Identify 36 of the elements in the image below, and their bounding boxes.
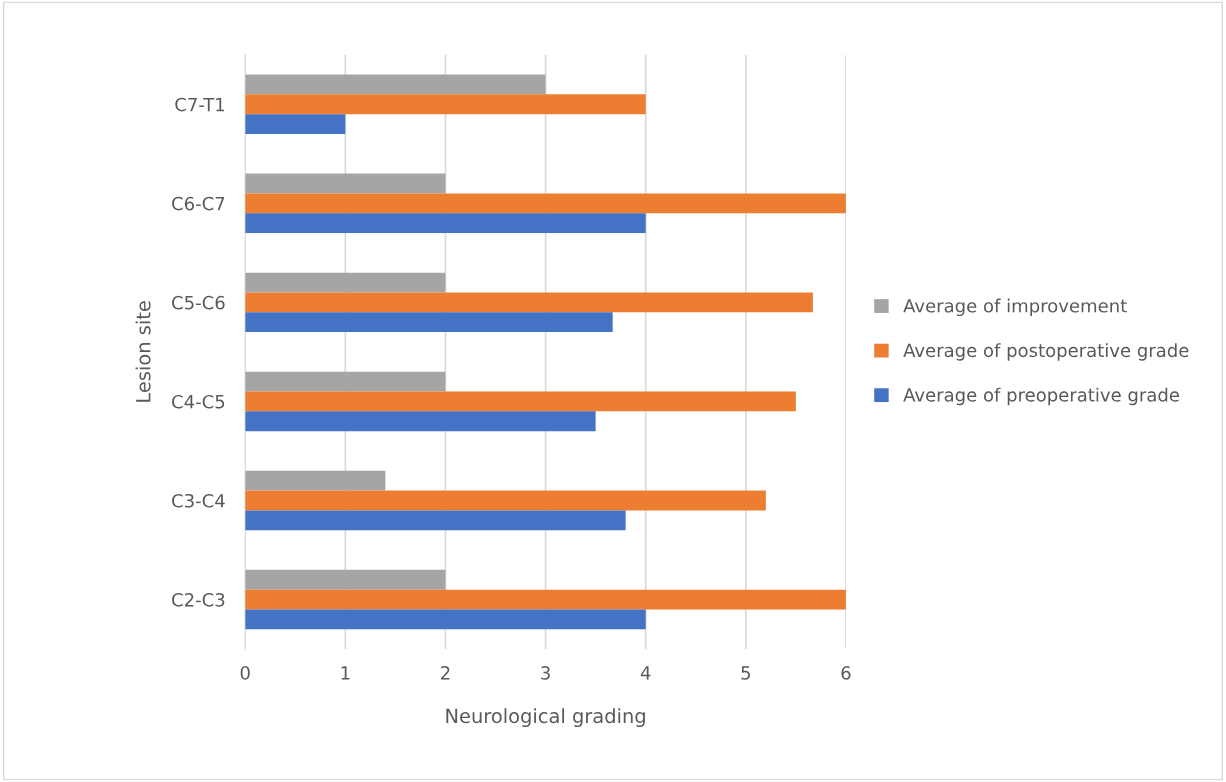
bar	[245, 213, 646, 234]
y-tick-label: C4-C5	[172, 394, 225, 409]
x-tick-label: 3	[541, 666, 550, 680]
x-tick-label: 5	[741, 666, 750, 680]
y-axis-title: Lesion site	[135, 301, 151, 402]
y-tick-label: C6-C7	[172, 196, 225, 211]
bar	[245, 173, 446, 194]
bar	[245, 193, 846, 214]
legend-label: Average of postoperative grade	[903, 343, 1189, 361]
legend-label: Average of improvement	[903, 298, 1127, 317]
bar	[245, 114, 346, 134]
bar	[245, 391, 796, 412]
y-tick-label: C7-T1	[175, 97, 225, 112]
y-tick-label: C5-C6	[172, 295, 225, 310]
x-tick-label: 1	[341, 666, 350, 680]
bar	[245, 74, 546, 95]
bar	[245, 470, 386, 491]
y-tick-label: C2-C3	[172, 592, 225, 607]
legend-label: Average of preoperative grade	[903, 387, 1179, 406]
x-tick-label: 6	[841, 666, 851, 680]
bar	[245, 312, 613, 333]
bar	[245, 94, 646, 115]
x-axis-title: Neurological grading	[446, 708, 645, 728]
x-tick-label: 4	[640, 666, 651, 680]
bar	[245, 411, 596, 432]
bar	[245, 272, 446, 293]
bar	[245, 292, 813, 313]
bar	[245, 371, 446, 392]
bar	[245, 589, 846, 610]
bar	[245, 510, 626, 531]
bar	[245, 490, 766, 511]
y-tick-label: C3-C4	[172, 493, 225, 508]
x-tick-label: 0	[240, 666, 250, 680]
bar	[245, 569, 446, 590]
x-tick-label: 2	[441, 666, 450, 680]
bar	[245, 609, 646, 630]
